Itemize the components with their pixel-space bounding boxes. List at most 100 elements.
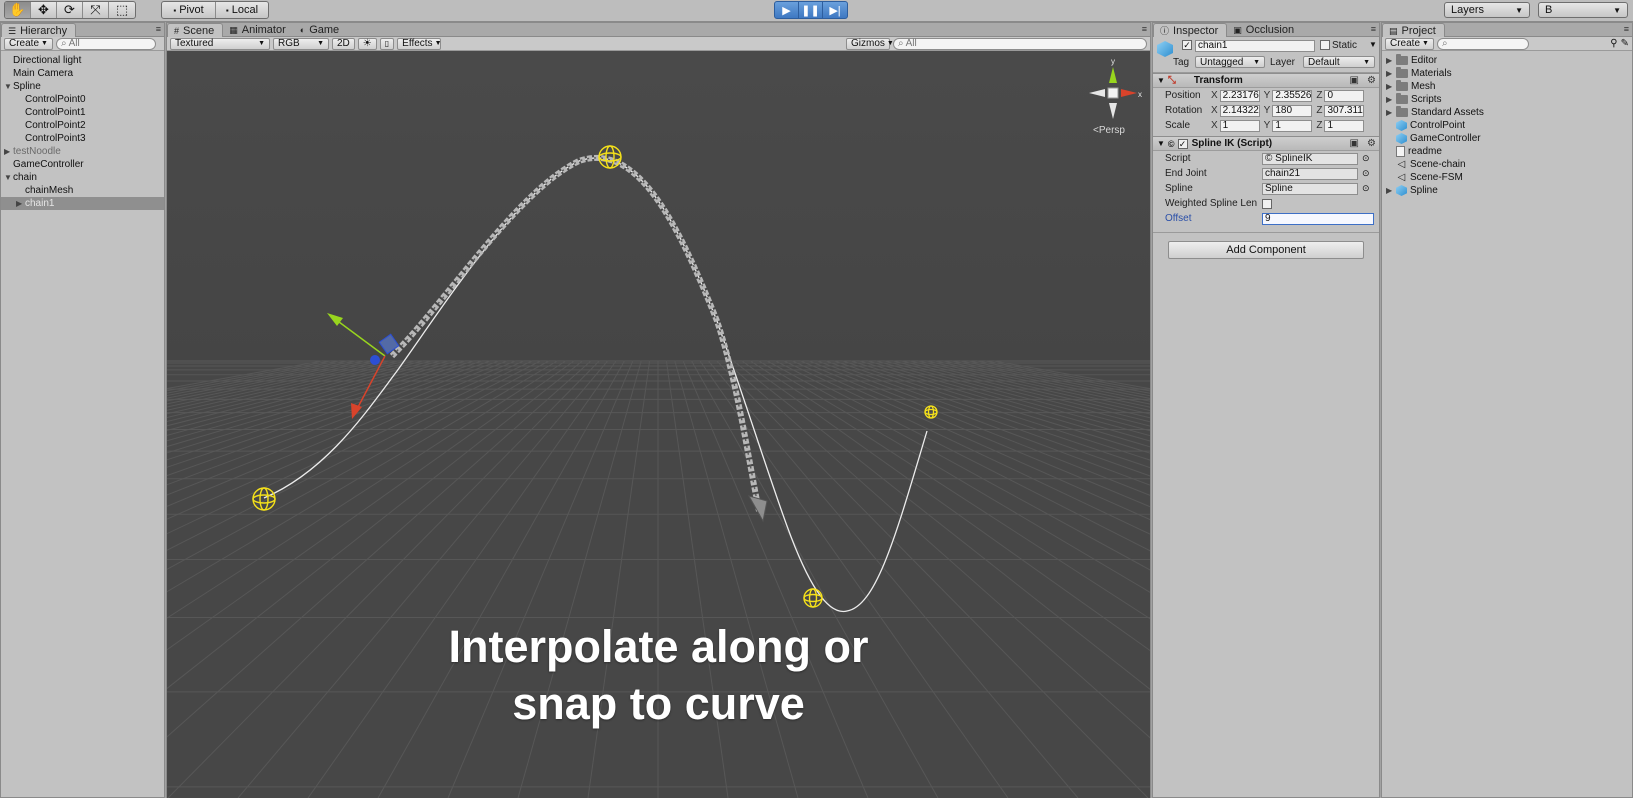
transform-component-header[interactable]: ▼ ⤡ Transform ▣ ⚙: [1153, 73, 1379, 88]
hierarchy-item[interactable]: ControlPoint1: [1, 106, 164, 119]
gizmo-z-handle[interactable]: [370, 355, 380, 365]
layers-dropdown[interactable]: Layers ▼: [1444, 2, 1530, 18]
filter-by-type-icon[interactable]: ⚲: [1610, 38, 1618, 49]
hierarchy-item[interactable]: ▶ chain1: [1, 197, 164, 210]
project-item[interactable]: ▶ Mesh: [1382, 80, 1632, 93]
control-point-1-handle[interactable]: [598, 145, 622, 169]
tag-dropdown[interactable]: Untagged ▼: [1195, 56, 1265, 68]
gizmos-dropdown[interactable]: Gizmos ▼: [846, 37, 894, 50]
static-checkbox[interactable]: [1320, 40, 1330, 50]
scene-viewport[interactable]: y x <Persp Interpolate along or snap to …: [167, 51, 1150, 798]
foldout-closed-icon[interactable]: ▶: [1386, 82, 1393, 91]
offset-field[interactable]: 9: [1262, 212, 1374, 225]
panel-menu-icon[interactable]: ≡: [155, 24, 161, 34]
scale-y-field[interactable]: 1: [1272, 119, 1313, 132]
hierarchy-item[interactable]: Main Camera: [1, 67, 164, 80]
object-name-field[interactable]: chain1: [1195, 40, 1315, 52]
object-picker-icon[interactable]: ⊙: [1362, 153, 1370, 163]
control-point-2-handle[interactable]: [803, 588, 823, 608]
project-item[interactable]: GameController: [1382, 132, 1632, 145]
tab-occlusion[interactable]: ▣ Occlusion: [1233, 24, 1295, 36]
foldout-closed-icon[interactable]: ▶: [1386, 95, 1393, 104]
rotation-z-field[interactable]: 307.311: [1324, 104, 1365, 117]
gizmo-plane-handle[interactable]: [378, 333, 400, 355]
hierarchy-item[interactable]: GameController: [1, 158, 164, 171]
tab-project[interactable]: ▤ Project: [1382, 23, 1445, 37]
project-item[interactable]: readme: [1382, 145, 1632, 158]
hand-tool-button[interactable]: ✋: [5, 2, 31, 18]
spline-field[interactable]: Spline: [1262, 182, 1358, 195]
gear-icon[interactable]: ⚙: [1367, 138, 1376, 149]
scene-search-input[interactable]: ⌕ All: [893, 37, 1147, 50]
panel-menu-icon[interactable]: ≡: [1370, 24, 1376, 34]
spline-ik-component-header[interactable]: ▼ © ✓ Spline IK (Script) ▣ ⚙: [1153, 136, 1379, 151]
tab-inspector[interactable]: ⓘ Inspector: [1153, 23, 1228, 37]
project-item[interactable]: ControlPoint: [1382, 119, 1632, 132]
filter-by-label-icon[interactable]: ✎: [1620, 38, 1629, 49]
render-mode-dropdown[interactable]: RGB ▼: [273, 37, 329, 50]
foldout-open-icon[interactable]: ▼: [4, 82, 12, 91]
hierarchy-item[interactable]: ControlPoint0: [1, 93, 164, 106]
rotate-tool-button[interactable]: ⟳: [57, 2, 83, 18]
effects-dropdown[interactable]: Effects ▼: [397, 37, 442, 50]
project-item[interactable]: ▶ Scripts: [1382, 93, 1632, 106]
help-icon[interactable]: ▣: [1349, 138, 1359, 149]
add-component-button[interactable]: Add Component: [1168, 241, 1364, 259]
static-dropdown-arrow-icon[interactable]: ▼: [1369, 40, 1377, 49]
view-neg-y-axis-icon[interactable]: [1109, 103, 1117, 119]
rect-tool-button[interactable]: ⬚: [109, 2, 135, 18]
hierarchy-search-input[interactable]: ⌕ All: [55, 37, 156, 50]
view-y-axis-icon[interactable]: [1109, 67, 1117, 83]
object-picker-icon[interactable]: ⊙: [1362, 183, 1370, 193]
scale-tool-button[interactable]: ⤧: [83, 2, 109, 18]
hierarchy-item[interactable]: ▼ chain: [1, 171, 164, 184]
component-enabled-checkbox[interactable]: ✓: [1177, 138, 1188, 149]
object-picker-icon[interactable]: ⊙: [1362, 168, 1370, 178]
gear-icon[interactable]: ⚙: [1367, 75, 1376, 86]
project-item[interactable]: ▶ Materials: [1382, 67, 1632, 80]
layout-dropdown[interactable]: B ▼: [1538, 2, 1628, 18]
play-button[interactable]: ▶: [775, 2, 799, 18]
2d-mode-toggle[interactable]: 2D: [332, 37, 355, 50]
foldout-closed-icon[interactable]: ▶: [16, 199, 23, 208]
pivot-button[interactable]: ▪ Pivot: [162, 2, 216, 18]
scale-x-field[interactable]: 1: [1219, 119, 1260, 132]
panel-menu-icon[interactable]: ≡: [1623, 24, 1629, 34]
shading-mode-dropdown[interactable]: Textured ▼: [170, 37, 270, 50]
view-center-cube-icon[interactable]: [1107, 87, 1119, 99]
offset-label-drag[interactable]: Offset: [1165, 213, 1192, 224]
weighted-spline-checkbox[interactable]: [1262, 198, 1272, 209]
position-z-field[interactable]: 0: [1324, 89, 1365, 102]
gizmo-y-arrow-icon[interactable]: [327, 313, 343, 326]
panel-menu-icon[interactable]: ≡: [1141, 24, 1147, 34]
foldout-closed-icon[interactable]: ▶: [1386, 69, 1393, 78]
control-point-3-handle[interactable]: [924, 405, 938, 419]
hierarchy-item[interactable]: chainMesh: [1, 184, 164, 197]
tab-animator[interactable]: ▦ Animator: [229, 24, 286, 36]
step-button[interactable]: ▶|: [823, 2, 847, 18]
hierarchy-item[interactable]: Directional light: [1, 54, 164, 67]
gizmo-y-axis[interactable]: [334, 318, 386, 357]
rotation-x-field[interactable]: 2.14322: [1219, 104, 1260, 117]
project-item[interactable]: ◁ Scene-FSM: [1382, 171, 1632, 184]
rotation-y-field[interactable]: 180: [1272, 104, 1313, 117]
project-search-input[interactable]: ⌕: [1436, 37, 1529, 50]
foldout-closed-icon[interactable]: ▶: [1386, 56, 1393, 65]
position-x-field[interactable]: 2.23176: [1219, 89, 1260, 102]
create-button[interactable]: Create ▼: [4, 37, 53, 50]
layer-dropdown[interactable]: Default ▼: [1303, 56, 1375, 68]
orientation-gizmo[interactable]: y x: [1083, 57, 1143, 133]
foldout-open-icon[interactable]: ▼: [4, 173, 12, 182]
hierarchy-item[interactable]: ControlPoint2: [1, 119, 164, 132]
project-item[interactable]: ▶ Standard Assets: [1382, 106, 1632, 119]
move-gizmo[interactable]: [327, 313, 400, 419]
gizmo-x-axis[interactable]: [356, 355, 386, 410]
local-button[interactable]: ▪ Local: [225, 4, 259, 16]
view-x-axis-icon[interactable]: [1121, 89, 1137, 97]
projection-label[interactable]: <Persp: [1093, 125, 1125, 136]
view-neg-x-axis-icon[interactable]: [1089, 89, 1105, 97]
help-icon[interactable]: ▣: [1349, 75, 1359, 86]
position-y-field[interactable]: 2.35526: [1272, 89, 1313, 102]
tab-hierarchy[interactable]: ☰ Hierarchy: [1, 23, 77, 37]
audio-toggle[interactable]: ▯: [379, 37, 395, 50]
